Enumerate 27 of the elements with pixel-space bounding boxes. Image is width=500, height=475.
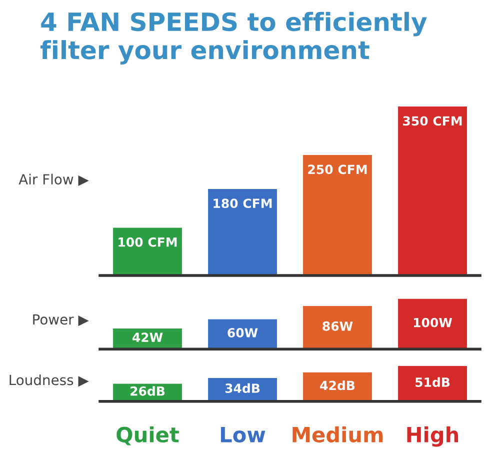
data-label: 42W — [132, 332, 163, 342]
data-label: 42dB — [320, 380, 355, 390]
y-axis-title: Power ▶ — [33, 314, 89, 326]
data-label: 60W — [228, 328, 258, 338]
bar — [112, 226, 184, 276]
data-label: 100 CFM — [118, 237, 177, 247]
data-label: 180 CFM — [214, 198, 272, 208]
bar — [302, 304, 374, 350]
bar — [206, 188, 278, 276]
bar — [396, 364, 468, 402]
x-tick-label: Quiet — [116, 426, 179, 446]
data-label: 51dB — [416, 377, 450, 387]
bar — [396, 105, 468, 276]
bar — [396, 298, 468, 350]
data-label: 26dB — [130, 386, 165, 396]
chart-title: 4 FAN SPEEDS to efficiently filter your environment — [40, 12, 427, 64]
x-tick-label: High — [407, 426, 458, 447]
data-label: 100W — [414, 318, 452, 328]
data-label: 34dB — [225, 383, 260, 393]
y-axis-title: Air Flow ▶ — [18, 174, 89, 186]
bar — [302, 154, 374, 276]
y-axis-title: Loudness ▶ — [10, 374, 89, 387]
data-label: 350 CFM — [403, 116, 462, 126]
data-label: 86W — [322, 321, 353, 331]
data-label: 250 CFM — [308, 164, 367, 174]
x-tick-label: Medium — [292, 426, 383, 442]
x-tick-label: Low — [220, 427, 266, 442]
